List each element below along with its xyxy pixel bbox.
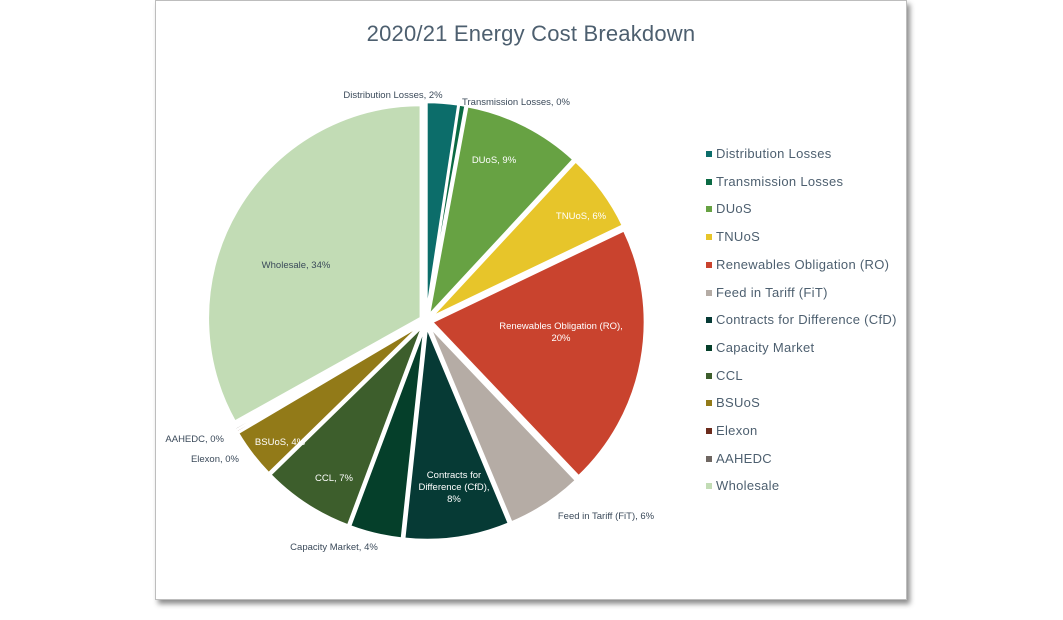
legend-label-tnuos: TNUoS — [716, 229, 761, 245]
legend-label-aahedc: AAHEDC — [716, 450, 772, 466]
legend-swatch-transmission-losses — [706, 178, 712, 185]
legend-swatch-renewables-obligation-ro — [706, 261, 712, 268]
pie-chart: Distribution Losses, 2% Transmission Loss… — [165, 90, 655, 553]
legend-swatch-wholesale — [706, 483, 712, 490]
pie-slice-feed-in-tariff-fit — [428, 324, 578, 524]
legend-label-wholesale: Wholesale — [716, 478, 780, 494]
pie-slice-aahedc — [233, 322, 423, 432]
legend-label-renewables-obligation-ro: Renewables Obligation (RO) — [716, 256, 890, 272]
legend-label-bsuos: BSUoS — [716, 395, 761, 411]
legend-swatch-ccl — [706, 372, 712, 379]
chart-card: 2020/21 Energy Cost Breakdown Distributi… — [155, 0, 907, 600]
legend-label-feed-in-tariff-fit: Feed in Tariff (FiT) — [716, 284, 828, 300]
data-label-duos: DUoS, 9% — [472, 155, 517, 166]
pie-slice-wholesale — [206, 103, 423, 423]
legend-label-elexon: Elexon — [716, 423, 758, 438]
legend-swatch-bsuos — [706, 400, 712, 407]
legend-swatch-tnuos — [706, 234, 712, 241]
legend-swatch-feed-in-tariff-fit — [706, 289, 712, 296]
data-label-feed-in-tariff-fit: Feed in Tariff (FiT), 6% — [558, 511, 655, 522]
data-label-wholesale: Wholesale, 34% — [262, 260, 331, 271]
legend-label-distribution-losses: Distribution Losses — [716, 146, 832, 161]
data-label-aahedc: AAHEDC, 0% — [165, 434, 224, 445]
legend-swatch-aahedc — [706, 455, 712, 462]
chart-title: 2020/21 Energy Cost Breakdown — [366, 21, 696, 46]
legend-swatch-duos — [706, 206, 712, 213]
legend-swatch-contracts-for-difference-cfd — [706, 317, 712, 324]
data-label-contracts-for-difference-cfd: Contracts for Difference (CfD), 8% — [418, 470, 489, 505]
pie-slice-contracts-for-difference-cfd — [402, 325, 511, 542]
legend-label-capacity-market: Capacity Market — [716, 339, 815, 355]
data-label-ccl: CCL, 7% — [315, 473, 354, 484]
pie-slice-duos — [427, 104, 575, 317]
legend-swatch-capacity-market — [706, 344, 712, 351]
data-label-transmission-losses: Transmission Losses, 0% — [462, 97, 570, 108]
legend-swatch-distribution-losses — [706, 151, 712, 157]
pie-slice-capacity-market — [348, 325, 426, 540]
pie-slice-renewables-obligation-ro — [430, 228, 647, 478]
data-label-tnuos: TNUoS, 6% — [556, 211, 607, 222]
pie-slice-transmission-losses — [425, 103, 467, 317]
data-label-elexon: Elexon, 0% — [191, 454, 240, 465]
data-label-capacity-market: Capacity Market, 4% — [290, 542, 378, 553]
data-label-distribution-losses: Distribution Losses, 2% — [343, 90, 443, 101]
legend-label-ccl: CCL — [716, 367, 743, 383]
pie-slice-ccl — [268, 324, 424, 527]
legend-swatch-elexon — [706, 428, 712, 434]
legend-label-duos: DUoS — [716, 201, 752, 217]
legend-label-contracts-for-difference-cfd: Contracts for Difference (CfD) — [716, 312, 897, 328]
data-label-renewables-obligation-ro: Renewables Obligation (RO), 20% — [499, 321, 623, 344]
data-label-bsuos: BSUoS, 4% — [255, 437, 306, 448]
pie-slice-tnuos — [429, 160, 625, 319]
legend-label-transmission-losses: Transmission Losses — [716, 173, 844, 189]
